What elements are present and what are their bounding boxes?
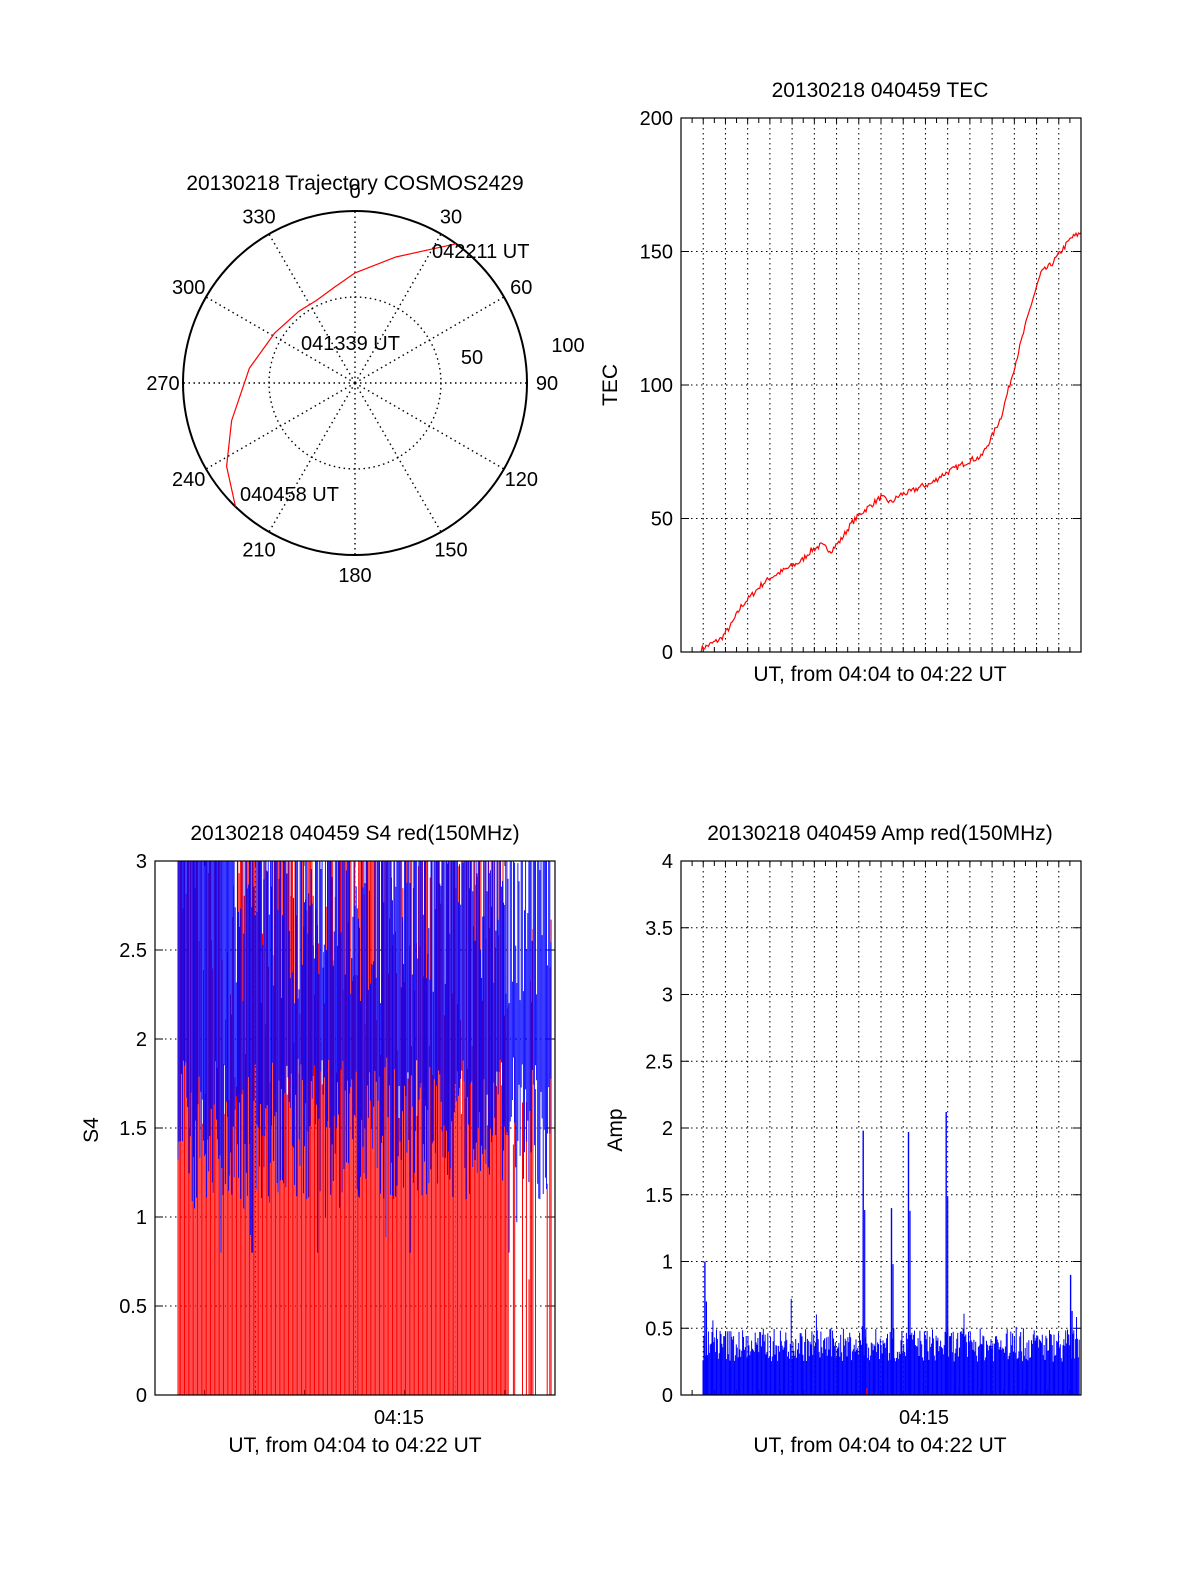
amp-y-tick-label: 1.5	[645, 1185, 673, 1207]
s4-y-tick-label: 2.5	[119, 940, 147, 962]
polar-azimuth-label: 240	[172, 469, 205, 491]
amp-panel: 20130218 040459 Amp red(150MHz) 0 0.5 1 1.5…	[604, 822, 1082, 1457]
tec-y-tick-labels: 0 50 100 150 200	[640, 108, 673, 664]
amp-y-tick-label: 2	[662, 1118, 673, 1140]
s4-title: 20130218 040459 S4 red(150MHz)	[190, 822, 519, 845]
polar-azimuth-label: 210	[242, 539, 275, 561]
polar-azimuth-label: 180	[338, 565, 371, 587]
amp-y-tick-labels: 0 0.5 1 1.5 2 2.5 3 3.5 4	[645, 851, 673, 1407]
polar-spoke	[354, 382, 442, 533]
polar-spoke	[354, 296, 505, 384]
polar-annotation-mid: 041339 UT	[301, 333, 400, 355]
polar-spoke	[354, 233, 442, 384]
polar-azimuth-label: 120	[505, 469, 538, 491]
polar-azimuth-labels: 0 30 60 90 120 150 180 210 240 270 300 330	[146, 181, 558, 587]
tec-y-tick-label: 50	[651, 509, 673, 531]
amp-title: 20130218 040459 Amp red(150MHz)	[707, 822, 1053, 845]
amp-grid	[680, 860, 1082, 1396]
amp-y-tick-label: 4	[662, 851, 673, 873]
s4-plot-frame	[154, 860, 556, 1396]
polar-azimuth-label: 30	[440, 207, 462, 229]
s4-y-tick-labels: 0 0.5 1 1.5 2 2.5 3	[119, 851, 147, 1407]
polar-trajectory-panel: 20130218 Trajectory COSMOS2429 0 30 60 90 12…	[146, 172, 584, 587]
amp-y-tick-label: 3	[662, 985, 673, 1007]
polar-annotation-end: 042211 UT	[432, 241, 529, 263]
tec-plot-frame	[680, 117, 1082, 653]
tec-series-line	[700, 231, 1082, 653]
amp-y-tick-label: 1	[662, 1252, 673, 1274]
tec-y-tick-label: 200	[640, 108, 673, 130]
s4-y-tick-label: 0.5	[119, 1296, 147, 1318]
polar-outer-ring	[182, 210, 528, 556]
polar-title: 20130218 Trajectory COSMOS2429	[186, 172, 523, 195]
s4-y-tick-label: 2	[136, 1029, 147, 1051]
polar-azimuth-label: 330	[242, 207, 275, 229]
polar-trajectory-line	[225, 243, 457, 507]
polar-azimuth-label: 0	[349, 181, 360, 203]
amp-x-axis-label: UT, from 04:04 to 04:22 UT	[753, 1434, 1006, 1457]
s4-y-tick-label: 0	[136, 1385, 147, 1407]
polar-spoke	[268, 233, 356, 384]
s4-y-tick-label: 3	[136, 851, 147, 873]
amp-y-tick-label: 3.5	[645, 918, 673, 940]
polar-spoke	[354, 382, 505, 470]
amp-y-axis-label: Amp	[604, 1108, 627, 1151]
polar-annotation-start: 040458 UT	[240, 484, 339, 506]
polar-spoke	[205, 382, 356, 470]
polar-azimuth-label: 150	[434, 539, 467, 561]
polar-azimuth-label: 90	[536, 373, 558, 395]
s4-x-axis-label: UT, from 04:04 to 04:22 UT	[228, 1434, 481, 1457]
polar-spoke	[268, 382, 356, 533]
s4-x-tick-label: 04:15	[374, 1407, 424, 1429]
amp-bars	[702, 1111, 1080, 1395]
polar-azimuth-label: 60	[510, 277, 532, 299]
polar-azimuth-label: 270	[146, 373, 179, 395]
polar-azimuth-label: 300	[172, 277, 205, 299]
tec-x-axis-label: UT, from 04:04 to 04:22 UT	[753, 663, 1006, 686]
s4-bars	[177, 861, 552, 1395]
tec-y-axis-label: TEC	[599, 364, 622, 406]
amp-x-tick-label: 04:15	[899, 1407, 949, 1429]
tec-grid	[680, 117, 1082, 653]
s4-y-axis-label: S4	[80, 1117, 103, 1143]
s4-y-tick-label: 1.5	[119, 1118, 147, 1140]
tec-y-tick-label: 100	[640, 375, 673, 397]
polar-spoke	[205, 296, 356, 384]
polar-radial-label-100: 100	[551, 335, 584, 357]
polar-grid	[182, 210, 528, 556]
tec-panel: 20130218 040459 TEC 0 50 100 150 200 UT, fro…	[599, 79, 1082, 686]
tec-y-tick-label: 0	[662, 642, 673, 664]
s4-y-tick-label: 1	[136, 1207, 147, 1229]
amp-y-tick-label: 0.5	[645, 1318, 673, 1340]
amp-y-tick-label: 0	[662, 1385, 673, 1407]
tec-title: 20130218 040459 TEC	[772, 79, 989, 102]
amp-y-tick-label: 2.5	[645, 1051, 673, 1073]
amp-plot-frame	[680, 860, 1082, 1396]
tec-y-tick-label: 150	[640, 242, 673, 264]
s4-panel: 20130218 040459 S4 red(150MHz) 0 0.5 1 1.5 2…	[80, 822, 556, 1457]
polar-radial-label-50: 50	[461, 347, 483, 369]
